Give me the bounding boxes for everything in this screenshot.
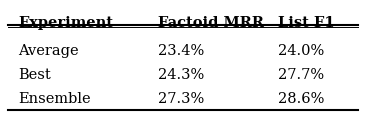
Text: Factoid MRR: Factoid MRR <box>158 16 264 30</box>
Text: 27.7%: 27.7% <box>278 68 324 82</box>
Text: 24.0%: 24.0% <box>278 44 324 58</box>
Text: 28.6%: 28.6% <box>278 92 324 106</box>
Text: 27.3%: 27.3% <box>158 92 204 106</box>
Text: 24.3%: 24.3% <box>158 68 204 82</box>
Text: Best: Best <box>18 68 51 82</box>
Text: 23.4%: 23.4% <box>158 44 204 58</box>
Text: Average: Average <box>18 44 79 58</box>
Text: List F1: List F1 <box>278 16 335 30</box>
Text: Experiment: Experiment <box>18 16 113 30</box>
Text: Ensemble: Ensemble <box>18 92 91 106</box>
